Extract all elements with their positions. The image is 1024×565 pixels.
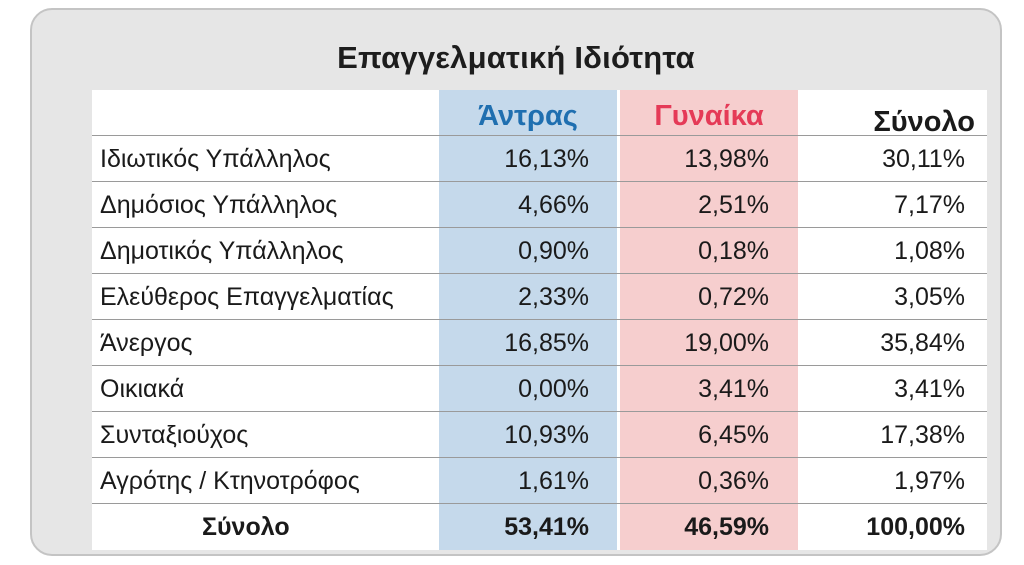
men-value: 2,33% (518, 283, 589, 311)
row-divider (92, 273, 987, 274)
header-men: Άντρας (478, 100, 578, 132)
row-label: Άνεργος (100, 329, 193, 357)
table-row: Οικιακά 0,00% 3,41% 3,41% (92, 366, 987, 412)
header-women: Γυναίκα (654, 100, 764, 132)
total-value: 35,84% (880, 329, 965, 357)
men-value: 10,93% (504, 421, 589, 449)
table-row: Ιδιωτικός Υπάλληλος 16,13% 13,98% 30,11% (92, 136, 987, 182)
total-value: 3,05% (894, 283, 965, 311)
men-value: 0,90% (518, 237, 589, 265)
women-value: 6,45% (698, 421, 769, 449)
row-label: Ιδιωτικός Υπάλληλος (100, 145, 331, 173)
women-value: 46,59% (684, 513, 769, 541)
total-value: 1,97% (894, 467, 965, 495)
row-label: Ελεύθερος Επαγγελματίας (100, 283, 394, 311)
men-value: 53,41% (504, 513, 589, 541)
row-label: Αγρότης / Κτηνοτρόφος (100, 467, 360, 495)
row-divider (92, 503, 987, 504)
men-value: 1,61% (518, 467, 589, 495)
table-row: Συνταξιούχος 10,93% 6,45% 17,38% (92, 412, 987, 458)
row-divider (92, 365, 987, 366)
men-value: 4,66% (518, 191, 589, 219)
men-value: 16,85% (504, 329, 589, 357)
women-value: 19,00% (684, 329, 769, 357)
row-label: Οικιακά (100, 375, 185, 403)
table-panel: Επαγγελματική Ιδιότητα Άντρας Γυναίκα Σύ… (30, 8, 1002, 556)
table-title: Επαγγελματική Ιδιότητα (337, 40, 695, 75)
women-value: 0,36% (698, 467, 769, 495)
total-value: 7,17% (894, 191, 965, 219)
total-value: 3,41% (894, 375, 965, 403)
header-total: Σύνολο (873, 106, 975, 138)
row-divider (92, 181, 987, 182)
total-row: Σύνολο 53,41% 46,59% 100,00% (92, 504, 987, 550)
table-row: Αγρότης / Κτηνοτρόφος 1,61% 0,36% 1,97% (92, 458, 987, 504)
table-row: Δημοτικός Υπάλληλος 0,90% 0,18% 1,08% (92, 228, 987, 274)
data-table: Άντρας Γυναίκα Σύνολο Ιδιωτικός Υπάλληλο… (92, 90, 987, 550)
women-value: 0,72% (698, 283, 769, 311)
row-divider (92, 411, 987, 412)
men-value: 0,00% (518, 375, 589, 403)
total-value: 1,08% (894, 237, 965, 265)
row-label: Σύνολο (202, 513, 290, 541)
table-row: Άνεργος 16,85% 19,00% 35,84% (92, 320, 987, 366)
row-divider (92, 457, 987, 458)
women-value: 2,51% (698, 191, 769, 219)
women-value: 3,41% (698, 375, 769, 403)
women-column-background (620, 90, 798, 550)
women-value: 0,18% (698, 237, 769, 265)
row-label: Συνταξιούχος (100, 421, 249, 449)
men-column-background (439, 90, 617, 550)
total-value: 17,38% (880, 421, 965, 449)
men-value: 16,13% (504, 145, 589, 173)
total-value: 100,00% (866, 513, 965, 541)
row-divider (92, 227, 987, 228)
women-value: 13,98% (684, 145, 769, 173)
header-divider (92, 135, 987, 136)
table-row: Δημόσιος Υπάλληλος 4,66% 2,51% 7,17% (92, 182, 987, 228)
table-row: Ελεύθερος Επαγγελματίας 2,33% 0,72% 3,05% (92, 274, 987, 320)
row-divider (92, 319, 987, 320)
total-value: 30,11% (882, 145, 965, 173)
row-label: Δημοτικός Υπάλληλος (100, 237, 344, 265)
row-label: Δημόσιος Υπάλληλος (100, 191, 338, 219)
